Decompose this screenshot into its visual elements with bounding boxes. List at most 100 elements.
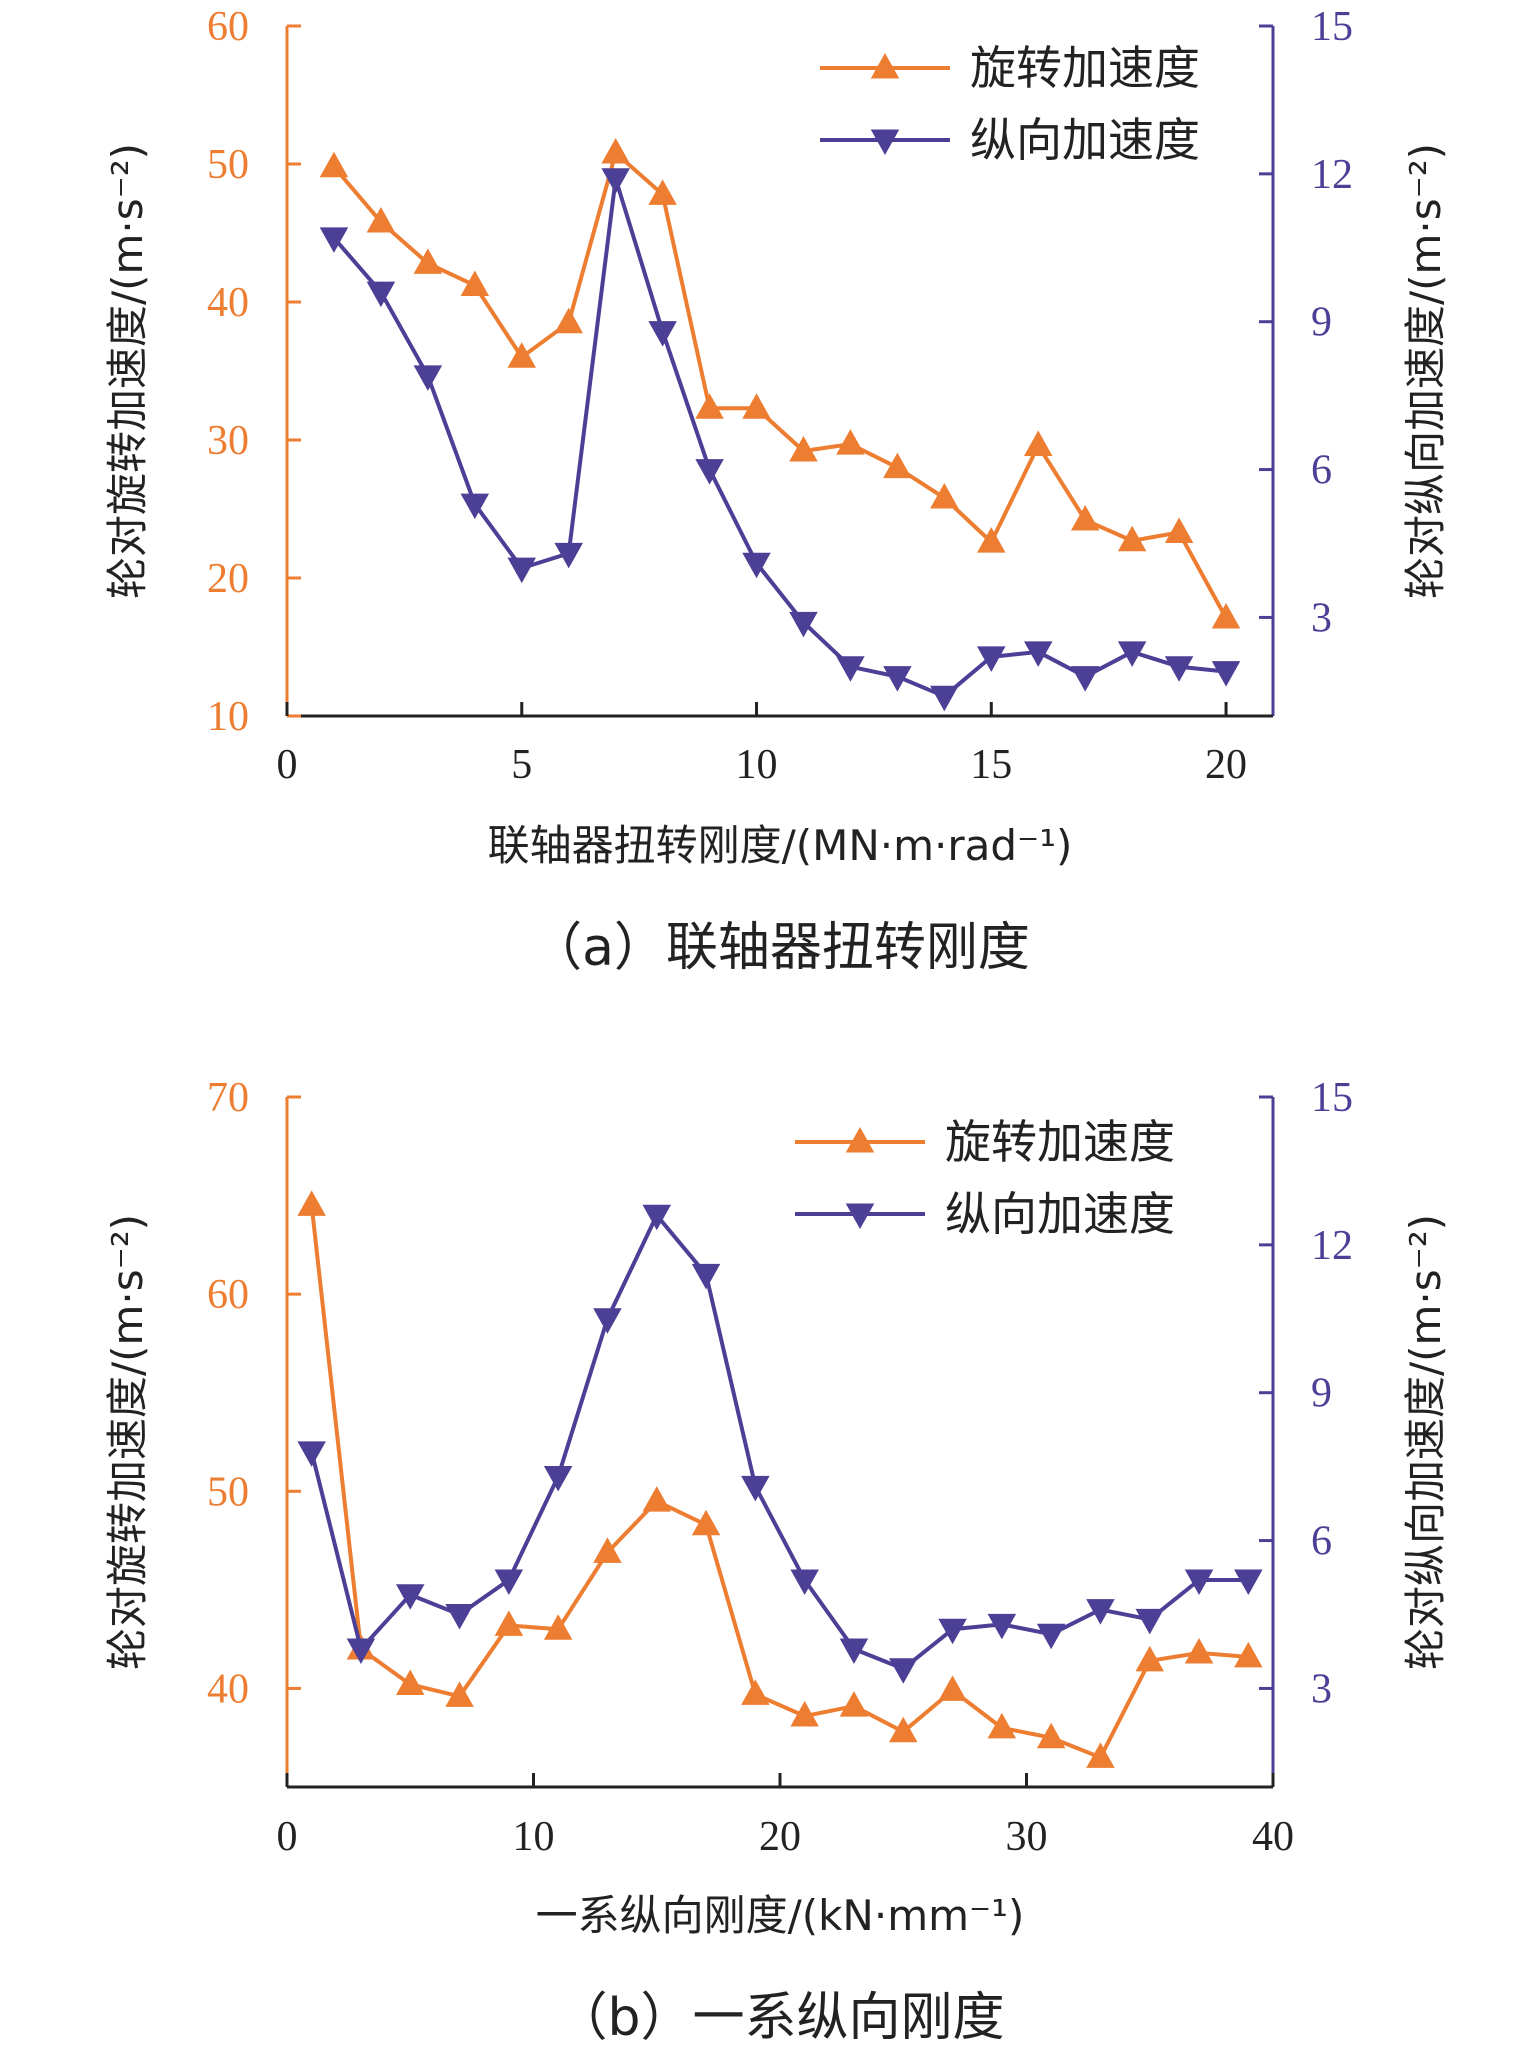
series-longitudinal <box>297 1204 1263 1684</box>
data-point <box>987 1712 1017 1739</box>
data-point <box>445 1604 474 1630</box>
left-y-tick-label: 40 <box>207 280 249 326</box>
x-tick-label: 0 <box>277 742 298 788</box>
data-point <box>742 552 771 579</box>
legend-label: 纵向加速度 <box>970 113 1200 167</box>
data-point <box>836 429 865 455</box>
series-line <box>332 150 1228 619</box>
x-tick-label: 20 <box>1205 742 1247 788</box>
data-point <box>460 270 490 296</box>
x-tick-label: 0 <box>277 1814 298 1860</box>
data-point <box>396 1584 425 1610</box>
data-point <box>977 646 1006 672</box>
data-point <box>889 1716 918 1743</box>
right-y-tick-label: 3 <box>1311 1666 1332 1712</box>
data-point <box>938 1618 967 1645</box>
data-point <box>883 452 912 479</box>
panel-caption: （a）联轴器扭转刚度 <box>530 918 1030 978</box>
legend-marker <box>870 53 900 79</box>
data-point <box>1164 517 1194 543</box>
data-point <box>836 656 865 682</box>
series-line <box>332 176 1227 699</box>
data-point <box>742 393 771 419</box>
right-y-tick-label: 6 <box>1311 1519 1332 1565</box>
data-point <box>1135 1645 1164 1672</box>
left-y-tick-label: 60 <box>207 1272 249 1318</box>
right-y-tick-label: 3 <box>1311 595 1332 641</box>
x-tick-label: 10 <box>513 1814 555 1860</box>
data-point <box>1036 1623 1066 1650</box>
data-point <box>648 321 677 347</box>
data-point <box>1184 1637 1214 1664</box>
data-point <box>691 1509 721 1536</box>
data-point <box>930 482 959 509</box>
data-point <box>507 342 537 368</box>
data-point <box>494 1569 524 1595</box>
left-y-tick-label: 40 <box>207 1666 249 1712</box>
data-point <box>601 168 630 194</box>
data-point <box>1135 1608 1164 1635</box>
data-point <box>593 1308 622 1334</box>
data-point <box>1086 1742 1115 1768</box>
x-axis-label: 联轴器扭转刚度/(MN·m·rad⁻¹) <box>488 821 1073 870</box>
data-point <box>691 1263 721 1290</box>
panel-caption: （b）一系纵向刚度 <box>555 1988 1004 2048</box>
legend-label: 旋转加速度 <box>945 1115 1175 1169</box>
left-y-tick-label: 50 <box>207 1469 249 1515</box>
data-point <box>883 666 912 692</box>
data-point <box>930 685 959 712</box>
data-point <box>1023 430 1053 457</box>
left-y-axis-label: 轮对旋转加速度/(m·s⁻²) <box>103 143 152 599</box>
legend-marker <box>870 129 900 155</box>
data-point <box>554 542 583 569</box>
data-point <box>789 611 818 638</box>
right-y-tick-label: 12 <box>1311 152 1353 198</box>
data-point <box>1086 1599 1115 1625</box>
data-point <box>346 1638 376 1664</box>
data-point <box>445 1681 474 1707</box>
data-point <box>695 459 724 485</box>
data-point <box>1117 525 1147 552</box>
legend-marker <box>845 1127 875 1153</box>
data-point <box>741 1679 770 1705</box>
data-point <box>1036 1722 1066 1749</box>
legend-marker <box>845 1203 875 1229</box>
data-point <box>396 1669 425 1695</box>
legend-label: 旋转加速度 <box>970 41 1200 95</box>
left-y-axis-label: 轮对旋转加速度/(m·s⁻²) <box>103 1214 152 1670</box>
data-point <box>642 1204 671 1231</box>
data-point <box>601 137 630 164</box>
data-point <box>297 1441 326 1467</box>
data-point <box>1117 641 1147 667</box>
data-point <box>1023 641 1053 667</box>
data-point <box>319 151 349 178</box>
data-point <box>1234 1641 1263 1668</box>
legend-label: 纵向加速度 <box>945 1187 1175 1241</box>
data-point <box>554 307 583 334</box>
series-longitudinal <box>319 168 1241 712</box>
data-point <box>1234 1569 1263 1595</box>
series-rotational <box>319 137 1241 629</box>
data-point <box>494 1610 524 1636</box>
data-point <box>839 1638 869 1664</box>
left-y-tick-label: 10 <box>207 694 249 740</box>
data-point <box>1211 661 1241 687</box>
x-tick-label: 40 <box>1252 1814 1294 1860</box>
left-y-tick-label: 70 <box>207 1075 249 1121</box>
data-point <box>977 527 1006 553</box>
data-point <box>1070 666 1100 692</box>
x-axis-label: 一系纵向刚度/(kN·mm⁻¹) <box>536 1891 1025 1940</box>
data-point <box>1164 656 1194 682</box>
data-point <box>319 227 349 253</box>
right-y-axis-label: 轮对纵向加速度/(m·s⁻²) <box>1401 1214 1450 1670</box>
data-point <box>543 1466 573 1492</box>
right-y-tick-label: 15 <box>1311 4 1353 50</box>
data-point <box>297 1190 326 1216</box>
data-point <box>790 1569 819 1595</box>
left-y-tick-label: 30 <box>207 418 249 464</box>
data-point <box>648 179 677 205</box>
right-y-tick-label: 9 <box>1311 300 1332 346</box>
data-point <box>642 1486 671 1512</box>
left-y-tick-label: 50 <box>207 142 249 188</box>
